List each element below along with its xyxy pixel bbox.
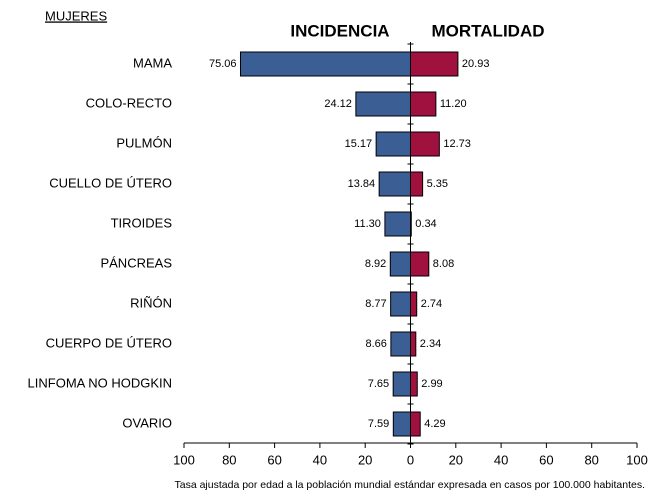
value-label: 13.84 xyxy=(348,178,376,190)
legend-label: INCIDENCIA xyxy=(290,21,389,40)
bar xyxy=(389,251,412,277)
bar xyxy=(410,251,430,277)
bar xyxy=(410,411,421,437)
value-label: 20.93 xyxy=(462,58,490,70)
bar xyxy=(390,291,412,317)
category-label: CUERPO DE ÚTERO xyxy=(46,335,172,350)
x-tick-label: 100 xyxy=(626,452,648,467)
category-label: OVARIO xyxy=(122,415,172,430)
bar xyxy=(378,171,412,197)
x-tick-label: 20 xyxy=(358,452,372,467)
bar xyxy=(384,211,411,237)
x-tick-label: 100 xyxy=(173,452,195,467)
value-label: 5.35 xyxy=(427,178,448,190)
bar xyxy=(392,371,412,397)
value-label: 7.59 xyxy=(368,418,389,430)
bar xyxy=(410,371,418,397)
value-label: 8.92 xyxy=(365,258,386,270)
legend-label: MORTALIDAD xyxy=(432,21,545,40)
x-tick-label: 40 xyxy=(494,452,508,467)
bar xyxy=(410,51,459,77)
bar xyxy=(239,51,411,77)
value-label: 8.66 xyxy=(365,338,386,350)
category-label: RIÑÓN xyxy=(130,295,172,310)
bar xyxy=(375,131,412,157)
value-label: 75.06 xyxy=(209,58,237,70)
x-tick-label: 20 xyxy=(449,452,463,467)
x-tick-label: 60 xyxy=(267,452,281,467)
category-label: MAMA xyxy=(133,55,172,70)
value-label: 0.34 xyxy=(415,218,436,230)
value-label: 4.29 xyxy=(424,418,445,430)
category-label: LINFOMA NO HODGKIN xyxy=(28,375,172,390)
value-label: 15.17 xyxy=(345,138,373,150)
bar xyxy=(410,171,424,197)
footnote: Tasa ajustada por edad a la población mu… xyxy=(175,479,646,491)
bar xyxy=(410,91,437,117)
value-label: 24.12 xyxy=(324,98,352,110)
bar xyxy=(392,411,412,437)
value-label: 2.34 xyxy=(420,338,441,350)
bar xyxy=(410,131,440,157)
value-label: 2.99 xyxy=(421,378,442,390)
bar xyxy=(390,331,412,357)
category-label: PULMÓN xyxy=(116,135,172,150)
x-tick-label: 80 xyxy=(222,452,236,467)
x-tick-label: 80 xyxy=(584,452,598,467)
chart-title: MUJERES xyxy=(45,8,107,23)
category-label: CUELLO DE ÚTERO xyxy=(49,175,172,190)
x-tick-label: 60 xyxy=(539,452,553,467)
value-label: 7.65 xyxy=(368,378,389,390)
bar xyxy=(355,91,411,117)
value-label: 11.20 xyxy=(440,98,467,110)
category-label: TIROIDES xyxy=(111,215,173,230)
value-label: 12.73 xyxy=(443,138,471,150)
category-label: PÁNCREAS xyxy=(100,255,172,270)
x-tick-label: 0 xyxy=(407,452,414,467)
bar xyxy=(410,291,418,317)
bar xyxy=(410,331,417,357)
value-label: 2.74 xyxy=(421,298,442,310)
category-label: COLO-RECTO xyxy=(86,95,172,110)
value-label: 8.08 xyxy=(433,258,454,270)
x-tick-label: 40 xyxy=(313,452,327,467)
value-label: 8.77 xyxy=(365,298,386,310)
value-label: 11.30 xyxy=(354,218,381,230)
